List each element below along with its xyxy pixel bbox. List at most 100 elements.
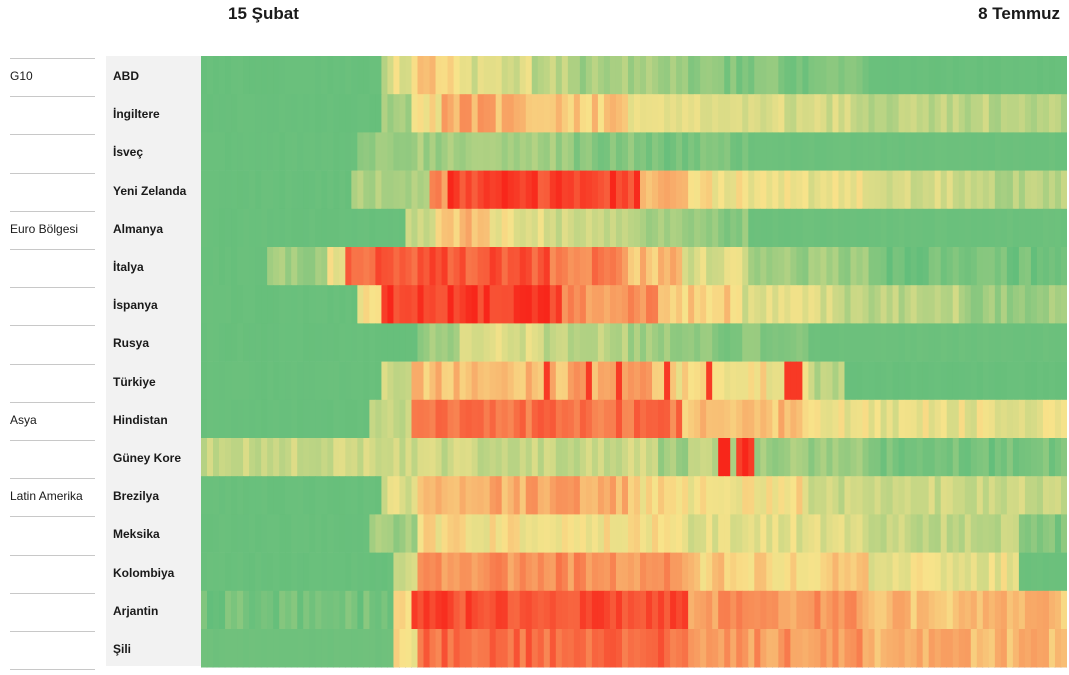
heatmap-cell xyxy=(868,514,876,553)
heatmap-cell xyxy=(856,132,864,171)
heatmap-cell xyxy=(700,514,707,553)
heatmap-cell xyxy=(477,285,485,324)
heatmap-cell xyxy=(513,132,521,171)
heatmap-cell xyxy=(766,56,773,95)
heatmap-cell xyxy=(814,132,822,171)
heatmap-cell xyxy=(652,361,659,401)
heatmap-cell xyxy=(1006,590,1014,630)
heatmap-cell xyxy=(910,438,918,477)
heatmap-cell xyxy=(315,399,322,439)
heatmap-cell xyxy=(988,56,996,95)
heatmap-cell xyxy=(483,247,491,286)
heatmap-cell xyxy=(640,323,647,362)
heatmap-cell xyxy=(525,94,533,133)
heatmap-cell xyxy=(838,476,846,515)
heatmap-cell xyxy=(838,552,846,592)
heatmap-cell xyxy=(760,399,767,439)
heatmap-cell xyxy=(201,361,208,401)
heatmap-cell xyxy=(339,399,346,439)
heatmap-cell xyxy=(1030,590,1038,630)
heatmap-cell xyxy=(345,94,352,133)
heatmap-cell xyxy=(928,94,936,133)
heatmap-cell xyxy=(802,170,809,210)
heatmap-cell xyxy=(573,247,581,286)
heatmap-cell xyxy=(694,476,701,515)
heatmap-cell xyxy=(435,476,443,515)
heatmap-cell xyxy=(201,56,208,95)
heatmap-cell xyxy=(615,170,623,210)
heatmap-cell xyxy=(934,590,942,630)
heatmap-cell xyxy=(537,552,545,592)
heatmap-cell xyxy=(225,56,232,95)
heatmap-cell xyxy=(754,590,761,630)
heatmap-cell xyxy=(231,208,238,248)
heatmap-cell xyxy=(988,247,996,286)
heatmap-cell xyxy=(808,56,816,95)
heatmap-cell xyxy=(1024,285,1032,324)
heatmap-cell xyxy=(922,170,930,210)
heatmap-cell xyxy=(1042,132,1050,171)
heatmap-cell xyxy=(405,323,413,362)
heatmap-cell xyxy=(982,552,990,592)
heatmap-cell xyxy=(676,247,683,286)
heatmap-cell xyxy=(525,552,533,592)
heatmap-cell xyxy=(850,514,858,553)
heatmap-cell xyxy=(1018,56,1026,95)
heatmap-cell xyxy=(772,56,779,95)
heatmap-cell xyxy=(928,476,936,515)
heatmap-cell xyxy=(537,94,545,133)
heatmap-cell xyxy=(880,132,888,171)
heatmap-cell xyxy=(904,132,912,171)
heatmap-cell xyxy=(351,438,358,477)
heatmap-cell xyxy=(916,361,924,401)
row-label-country: Yeni Zelanda xyxy=(113,183,187,198)
heatmap-cell xyxy=(423,514,431,553)
heatmap-cell xyxy=(429,399,437,439)
heatmap-cell xyxy=(501,132,509,171)
heatmap-cell xyxy=(646,247,653,286)
heatmap-cell xyxy=(946,361,954,401)
heatmap-cell xyxy=(501,399,509,439)
heatmap-cell xyxy=(597,132,605,171)
heatmap-cell xyxy=(748,361,755,401)
row-label-country: Rusya xyxy=(113,336,150,351)
heatmap-cell xyxy=(790,94,797,133)
heatmap-cell xyxy=(802,514,809,553)
heatmap-cell xyxy=(1024,438,1032,477)
heatmap-cell xyxy=(658,514,665,553)
heatmap-cell xyxy=(549,438,557,477)
heatmap-cell xyxy=(964,438,972,477)
heatmap-cell xyxy=(856,629,864,668)
heatmap-cell xyxy=(369,208,376,248)
heatmap-cell xyxy=(802,323,809,362)
heatmap-cell xyxy=(357,56,364,95)
heatmap-cell xyxy=(621,629,629,668)
heatmap-cell xyxy=(507,94,515,133)
heatmap-cell xyxy=(237,323,244,362)
heatmap-cell xyxy=(285,247,292,286)
heatmap-cell xyxy=(351,285,358,324)
heatmap-cell xyxy=(1024,476,1032,515)
heatmap-cell xyxy=(640,56,647,95)
heatmap-cell xyxy=(567,56,575,95)
heatmap-cell xyxy=(718,438,725,477)
heatmap-cell xyxy=(724,170,731,210)
heatmap-cell xyxy=(447,590,455,630)
heatmap-cell xyxy=(321,94,328,133)
heatmap-cell xyxy=(429,247,437,286)
heatmap-cell xyxy=(664,399,671,439)
heatmap-cell xyxy=(225,476,232,515)
row-separator xyxy=(10,363,95,365)
heatmap-cell xyxy=(976,476,984,515)
heatmap-cell xyxy=(748,552,755,592)
heatmap-cell xyxy=(285,476,292,515)
heatmap-cell xyxy=(495,132,503,171)
heatmap-cell xyxy=(766,94,773,133)
heatmap-cell xyxy=(784,208,791,248)
heatmap-cell xyxy=(201,438,208,477)
heatmap-cell xyxy=(597,514,605,553)
heatmap-cell xyxy=(814,438,822,477)
heatmap-cell xyxy=(1054,247,1062,286)
heatmap-cell xyxy=(838,629,846,668)
heatmap-cell xyxy=(634,476,641,515)
